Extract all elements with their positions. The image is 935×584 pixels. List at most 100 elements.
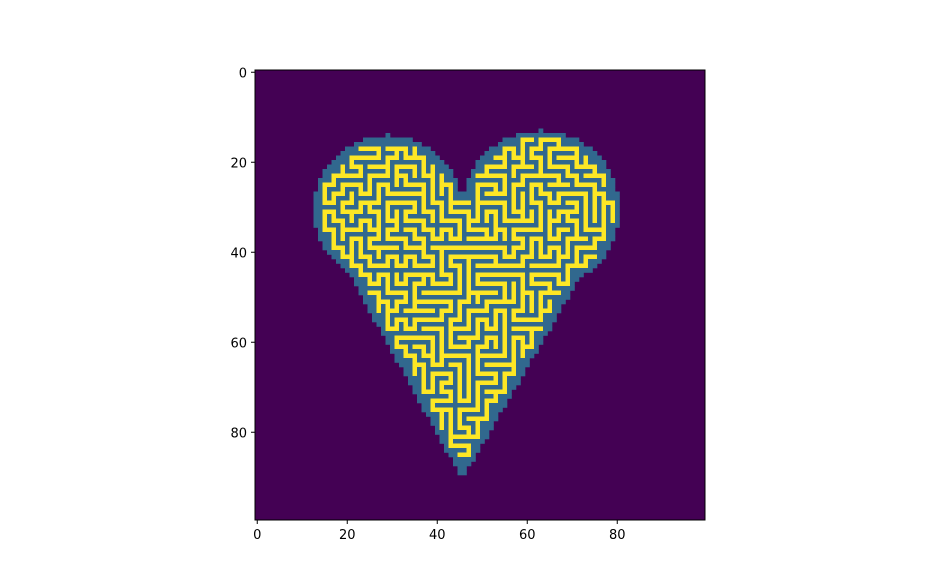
heart-cell: [435, 178, 440, 183]
maze-path-cell: [511, 245, 526, 251]
maze-path-cell: [520, 344, 535, 350]
heart-cell: [552, 286, 575, 291]
heart-cell: [543, 326, 553, 332]
maze-path-cell: [421, 173, 436, 179]
maze-path-cell: [412, 281, 427, 287]
maze-path-cell: [412, 146, 418, 152]
maze-path-cell: [457, 371, 463, 377]
maze-path-cell: [484, 164, 508, 170]
heart-cell: [444, 250, 503, 255]
maze-path-cell: [511, 344, 517, 350]
heart-cell: [561, 200, 566, 206]
heart-cell: [498, 187, 503, 192]
maze-path-cell: [385, 205, 391, 210]
heart-cell: [480, 196, 512, 201]
heart-cell: [561, 250, 566, 255]
maze-path-cell: [475, 358, 481, 363]
heart-cell: [336, 178, 368, 183]
maze-path-cell: [529, 245, 535, 251]
maze-path-cell: [520, 146, 526, 152]
heart-cell: [525, 160, 539, 165]
maze-path-cell: [385, 322, 391, 327]
maze-path-cell: [403, 326, 418, 332]
maze-path-cell: [592, 187, 598, 192]
maze-path-cell: [547, 155, 553, 161]
maze-path-cell: [538, 160, 544, 165]
maze-path-cell: [484, 209, 499, 215]
heart-cell: [453, 457, 476, 462]
heart-cell: [318, 178, 332, 183]
maze-path-cell: [466, 376, 472, 381]
heart-cell: [615, 209, 620, 215]
heart-cell: [471, 394, 476, 399]
heart-cell: [318, 232, 332, 237]
maze-path-cell: [421, 169, 427, 174]
heart-cell: [435, 335, 440, 341]
heart-cell: [313, 196, 323, 201]
heart-cell: [507, 389, 512, 395]
heart-cell: [489, 322, 494, 327]
heart-cell: [363, 241, 368, 246]
heart-cell: [489, 218, 494, 224]
maze-path-cell: [439, 349, 445, 354]
heart-cell: [525, 286, 548, 291]
maze-path-cell: [340, 223, 346, 228]
maze-path-cell: [466, 358, 472, 363]
maze-path-cell: [502, 295, 508, 300]
heart-cell: [403, 367, 413, 372]
maze-path-cell: [547, 209, 553, 215]
maze-path-cell: [376, 232, 382, 237]
maze-path-cell: [457, 227, 463, 233]
heart-cell: [570, 272, 584, 278]
maze-path-cell: [529, 272, 562, 278]
maze-path-cell: [385, 160, 391, 165]
maze-path-cell: [358, 191, 373, 197]
maze-path-cell: [502, 317, 508, 323]
maze-path-cell: [358, 250, 364, 255]
maze-path-cell: [448, 344, 472, 350]
heart-cell: [453, 281, 458, 287]
maze-path-cell: [475, 398, 481, 404]
maze-path-cell: [583, 227, 607, 233]
heart-cell: [606, 209, 611, 215]
heart-cell: [435, 353, 440, 359]
maze-path-cell: [439, 421, 445, 426]
heart-cell: [579, 200, 584, 206]
maze-path-cell: [394, 164, 418, 170]
heart-cell: [543, 223, 548, 228]
maze-path-cell: [439, 335, 445, 341]
heart-cell: [444, 214, 467, 219]
heart-cell: [363, 268, 440, 273]
heart-cell: [570, 241, 593, 246]
heart-cell: [381, 191, 386, 197]
maze-path-cell: [457, 425, 472, 431]
heart-cell: [516, 200, 521, 206]
maze-path-cell: [547, 232, 553, 237]
maze-path-cell: [529, 200, 544, 206]
maze-path-cell: [502, 146, 517, 152]
heart-cell: [579, 227, 584, 233]
heart-cell: [345, 191, 350, 197]
heart-cell: [507, 236, 512, 242]
maze-path-cell: [340, 200, 355, 206]
maze-path-cell: [457, 272, 463, 278]
heart-cell: [525, 200, 530, 206]
heart-cell: [417, 151, 436, 156]
maze-path-cell: [448, 187, 454, 192]
heart-cell: [417, 290, 422, 296]
maze-path-cell: [448, 263, 463, 269]
maze-path-cell: [448, 205, 454, 210]
maze-path-cell: [466, 430, 472, 435]
heart-cell: [507, 178, 521, 183]
maze-path-cell: [358, 200, 382, 206]
heart-cell: [480, 425, 494, 431]
maze-path-cell: [376, 304, 382, 309]
heart-cell: [426, 241, 521, 246]
heart-cell: [507, 187, 512, 192]
maze-path-cell: [412, 299, 454, 305]
maze-path-cell: [502, 209, 508, 215]
maze-path-cell: [529, 277, 535, 282]
maze-path-cell: [430, 349, 436, 354]
heart-cell: [381, 295, 404, 300]
maze-path-cell: [448, 362, 463, 368]
